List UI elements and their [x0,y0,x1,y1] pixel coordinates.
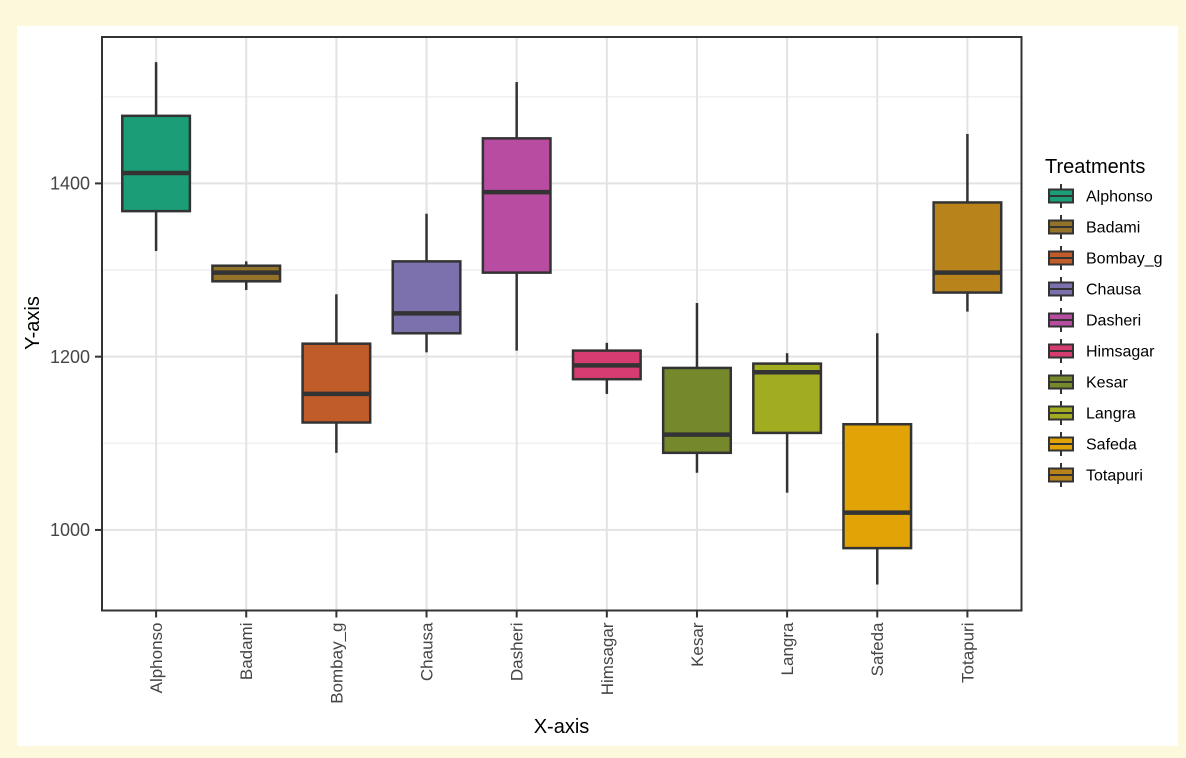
legend-label-kesar: Kesar [1086,375,1128,392]
legend-label-himsagar: Himsagar [1086,344,1155,361]
legend: Treatments Alphonso Badami Bombay_g Chausa D… [1045,156,1163,487]
box-langra [752,362,823,435]
legend-item-chausa: Chausa [1048,277,1141,301]
panel-border [101,36,1023,612]
axis-ticks [95,182,969,618]
legend-item-dasheri: Dasheri [1048,308,1141,332]
box-alphonso [121,114,192,213]
x-tick-label: Langra [778,622,797,675]
legend-title: Treatments [1045,156,1145,178]
legend-item-himsagar: Himsagar [1048,339,1155,363]
legend-items: Alphonso Badami Bombay_g Chausa Dasheri Himsa… [1048,184,1163,487]
legend-item-totapuri: Totapuri [1048,463,1143,487]
legend-label-dasheri: Dasheri [1086,313,1141,330]
legend-label-alphonso: Alphonso [1086,189,1153,206]
axis-tick-labels: 1000 1200 1400 Alphonso Badami Bombay_g Chausa… [50,174,977,704]
legend-label-badami: Badami [1086,220,1140,237]
x-tick-label: Alphonso [147,623,166,694]
legend-label-chausa: Chausa [1086,282,1141,299]
legend-item-langra: Langra [1048,401,1136,425]
y-tick-label: 1000 [50,520,90,540]
y-axis-title: Y-axis [22,296,44,350]
x-tick-label: Bombay_g [327,623,346,704]
box-bombay_g [301,342,372,424]
legend-item-alphonso: Alphonso [1048,184,1153,208]
box-kesar [661,366,733,455]
legend-label-safeda: Safeda [1086,437,1137,454]
x-tick-label: Badami [237,623,256,681]
x-tick-label: Kesar [688,622,707,667]
x-tick-label: Safeda [868,622,887,676]
box-chausa [391,260,462,335]
box-totapuri [932,201,1003,294]
x-tick-label: Totapuri [958,623,977,683]
legend-item-safeda: Safeda [1048,432,1137,456]
legend-item-badami: Badami [1048,215,1140,239]
legend-label-totapuri: Totapuri [1086,468,1143,485]
box-safeda [842,422,913,550]
figure: 1000 1200 1400 Alphonso Badami Bombay_g Chausa… [17,26,1178,746]
boxplot-chart: 1000 1200 1400 Alphonso Badami Bombay_g Chausa… [22,36,1163,738]
x-axis-title: X-axis [534,716,590,738]
legend-label-bombay_g: Bombay_g [1086,251,1163,268]
x-tick-label: Chausa [417,622,436,681]
boxplot-boxes [121,62,1003,585]
x-tick-label: Himsagar [598,622,617,695]
y-tick-label: 1200 [50,347,90,367]
x-tick-label: Dasheri [508,623,527,682]
legend-label-langra: Langra [1086,406,1136,423]
y-tick-label: 1400 [50,174,90,194]
legend-item-bombay_g: Bombay_g [1048,246,1163,270]
box-dasheri [481,137,552,274]
legend-item-kesar: Kesar [1048,370,1128,394]
